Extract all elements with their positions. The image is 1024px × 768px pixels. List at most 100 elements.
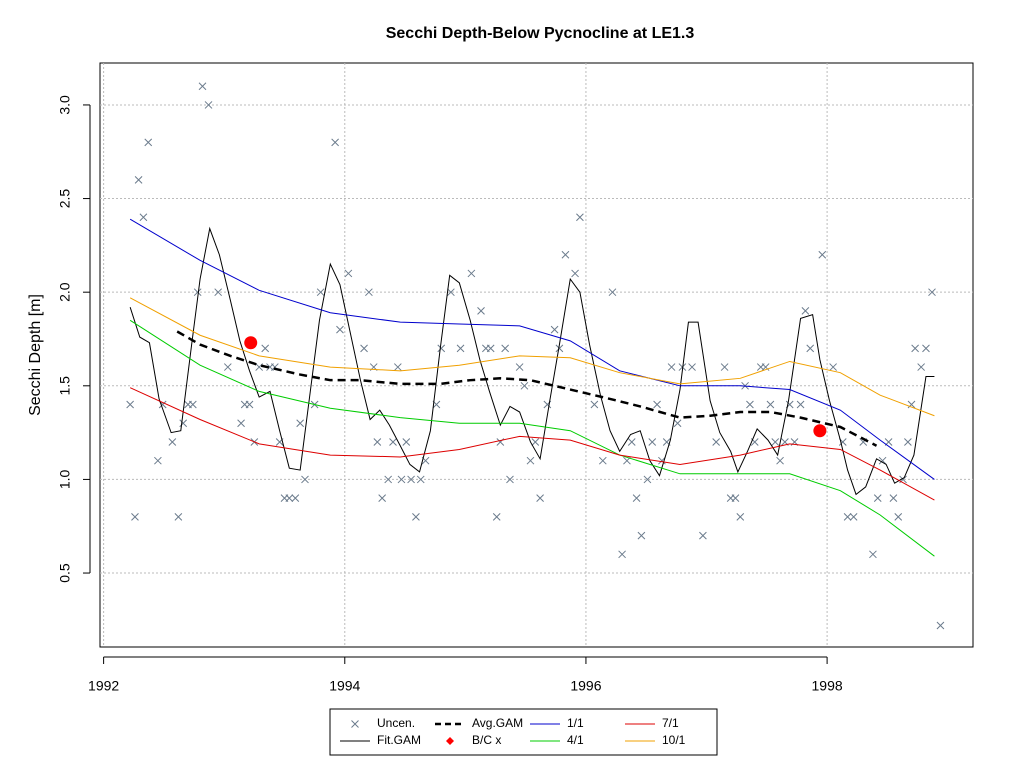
data-point <box>193 288 202 297</box>
data-point <box>501 344 510 353</box>
data-point <box>174 513 183 521</box>
data-point <box>598 456 607 465</box>
data-point <box>389 438 397 446</box>
data-point <box>643 475 652 484</box>
data-point <box>608 288 617 297</box>
data-point <box>849 513 858 521</box>
data-point <box>402 438 411 446</box>
data-point <box>378 494 387 502</box>
data-point <box>699 531 707 540</box>
legend-label: Uncen. <box>377 716 415 730</box>
data-point <box>869 550 877 559</box>
data-point <box>393 363 402 371</box>
x-tick-label: 1994 <box>329 678 360 694</box>
data-point <box>712 438 721 446</box>
y-tick-label: 0.5 <box>57 563 73 583</box>
data-point <box>198 82 207 91</box>
data-point <box>928 288 936 297</box>
data-point <box>688 363 696 371</box>
data-point <box>917 363 926 371</box>
data-point <box>179 419 188 428</box>
data-point <box>843 513 852 521</box>
data-point <box>467 269 476 278</box>
data-point <box>531 438 540 446</box>
series-line <box>129 387 935 501</box>
data-point <box>360 344 368 353</box>
data-point <box>818 250 827 259</box>
data-point <box>407 475 415 484</box>
data-point <box>746 400 754 409</box>
data-point <box>336 325 344 334</box>
x-tick-label: 1992 <box>88 678 119 694</box>
data-point <box>344 269 353 278</box>
series-line <box>129 319 935 557</box>
data-point <box>576 213 584 222</box>
data-point <box>223 363 232 371</box>
data-point <box>373 438 382 446</box>
data-point <box>561 250 570 259</box>
legend-symbol <box>446 737 454 745</box>
data-point <box>550 325 559 334</box>
data-point <box>214 288 223 297</box>
data-point <box>673 419 682 428</box>
data-point <box>801 307 810 315</box>
data-point <box>154 456 162 465</box>
data-point <box>126 400 134 409</box>
legend-label: Fit.GAM <box>377 733 421 747</box>
data-point <box>555 344 564 353</box>
data-point <box>188 400 197 409</box>
legend-box <box>329 708 718 756</box>
y-tick-label: 2.5 <box>57 189 73 209</box>
data-point <box>911 344 919 353</box>
data-point <box>766 400 775 409</box>
data-point <box>618 550 626 559</box>
data-point <box>515 363 524 371</box>
data-point <box>416 475 425 484</box>
data-point <box>245 400 254 409</box>
data-point <box>285 494 294 502</box>
data-point <box>131 513 139 521</box>
plot-frame <box>99 62 974 648</box>
data-point <box>316 288 325 297</box>
legend-label: 10/1 <box>662 733 686 747</box>
data-point <box>139 213 148 222</box>
legend-label: 4/1 <box>567 733 584 747</box>
data-point <box>667 363 676 371</box>
x-tick-label: 1998 <box>812 678 843 694</box>
data-point <box>412 513 420 521</box>
data-point <box>731 494 740 502</box>
data-point <box>632 494 641 502</box>
data-point <box>771 438 780 446</box>
legend-label: Avg.GAM <box>472 716 523 730</box>
data-point <box>922 344 930 353</box>
data-point <box>904 438 912 446</box>
data-point <box>144 138 153 147</box>
data-point <box>397 475 406 484</box>
data-point <box>571 269 579 278</box>
data-point <box>486 344 495 353</box>
data-point <box>456 344 465 353</box>
data-point <box>829 363 837 371</box>
data-point <box>261 344 270 353</box>
data-point <box>331 138 339 147</box>
data-point <box>776 456 784 465</box>
x-tick-label: 1996 <box>570 678 601 694</box>
data-point <box>653 400 661 409</box>
data-point <box>658 456 666 465</box>
y-tick-label: 3.0 <box>57 95 73 115</box>
series-line <box>176 330 878 447</box>
data-point <box>936 621 945 630</box>
y-tick-label: 2.0 <box>57 282 73 302</box>
y-axis-label: Secchi Depth [m] <box>27 294 44 416</box>
data-point <box>291 494 300 502</box>
y-tick-label: 1.5 <box>57 376 73 396</box>
data-point <box>526 456 535 465</box>
chart-title: Secchi Depth-Below Pycnocline at LE1.3 <box>386 25 695 42</box>
data-point <box>134 175 143 184</box>
data-point <box>637 531 646 540</box>
data-point <box>720 363 729 371</box>
data-point <box>590 400 599 409</box>
legend-label: B/C x <box>472 733 501 747</box>
